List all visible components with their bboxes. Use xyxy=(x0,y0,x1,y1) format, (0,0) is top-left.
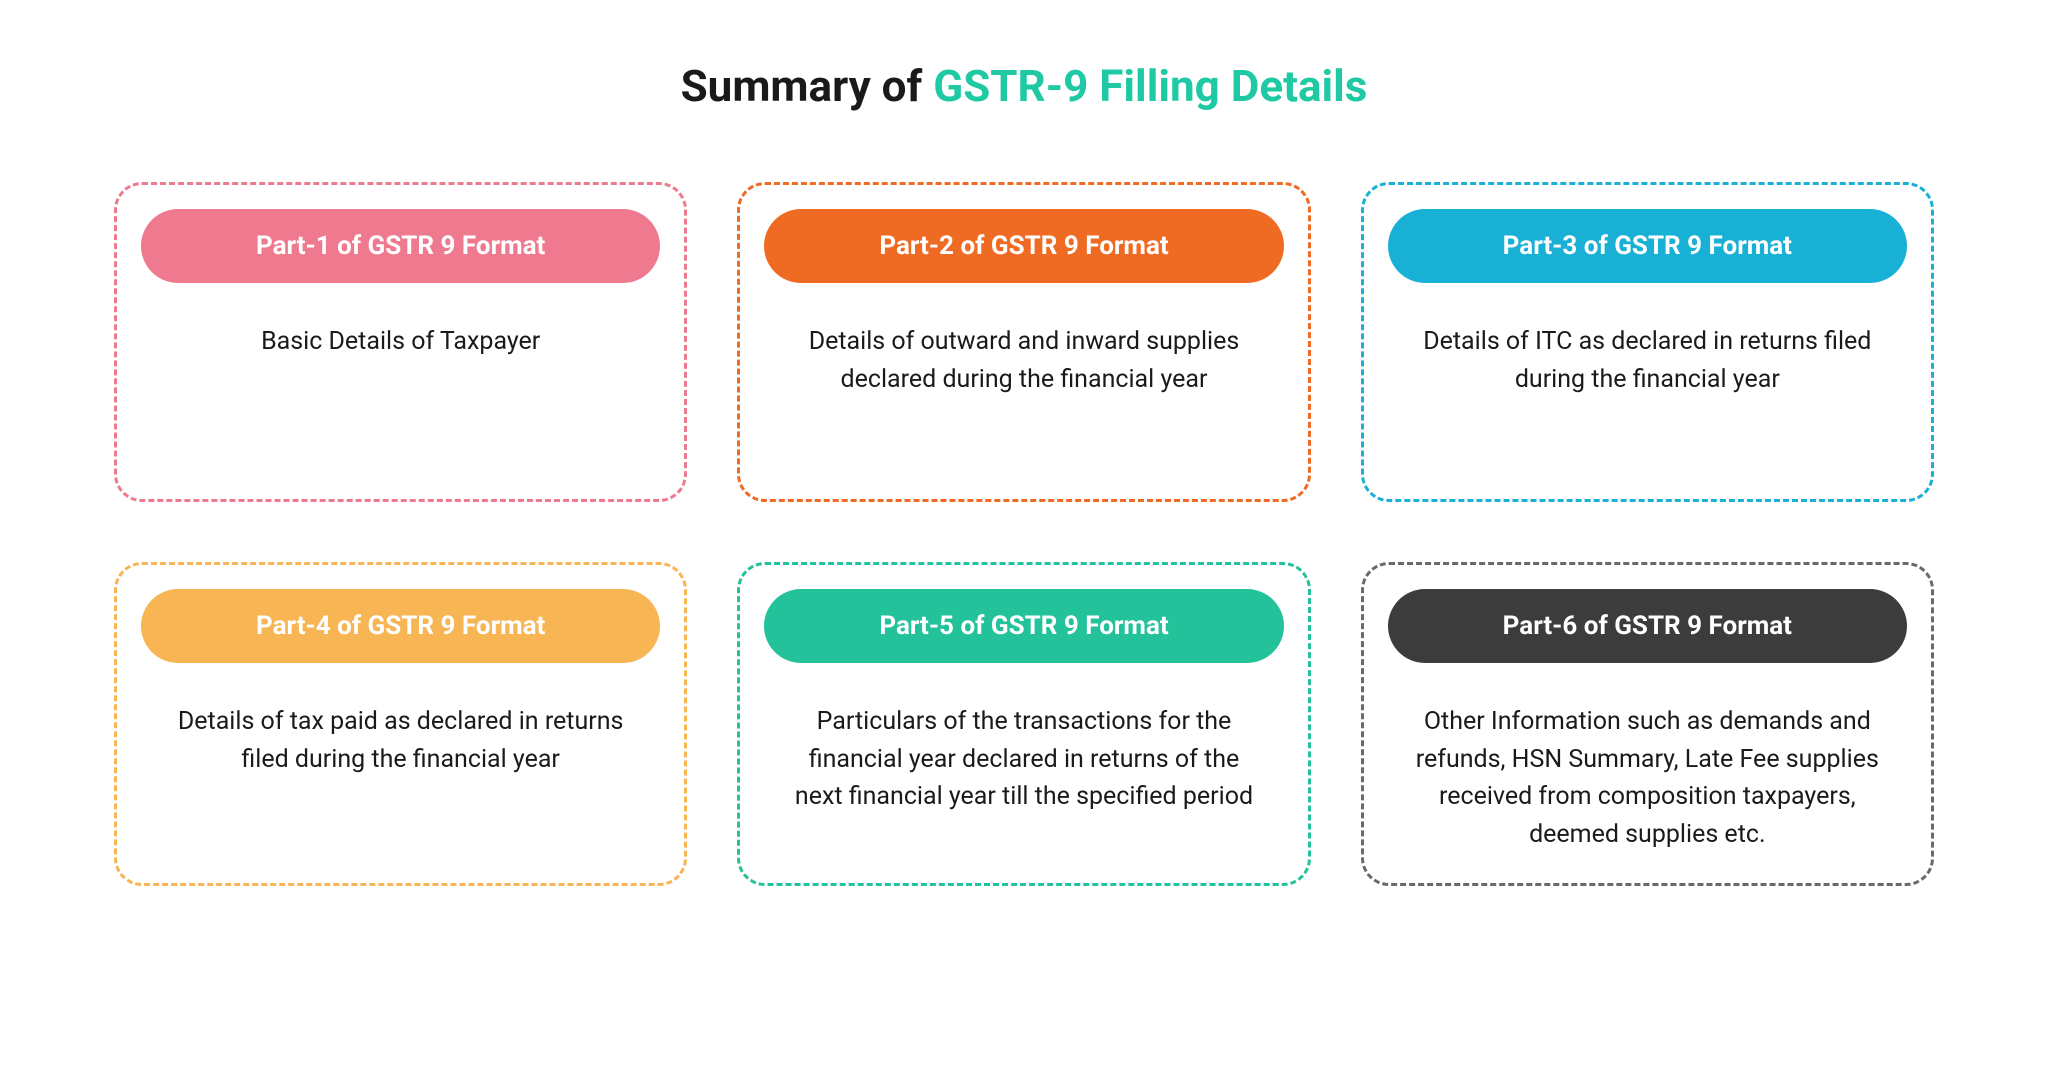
card-header: Part-1 of GSTR 9 Format xyxy=(141,209,660,283)
title-prefix: Summary of xyxy=(681,60,934,112)
page-title: Summary of GSTR-9 Filling Details xyxy=(100,60,1948,112)
card-header: Part-4 of GSTR 9 Format xyxy=(141,589,660,663)
card-header: Part-5 of GSTR 9 Format xyxy=(764,589,1283,663)
card-description: Basic Details of Taxpayer xyxy=(141,323,660,361)
card-description: Details of outward and inward supplies d… xyxy=(764,323,1283,398)
card-part-5: Part-5 of GSTR 9 Format Particulars of t… xyxy=(737,562,1310,886)
card-part-3: Part-3 of GSTR 9 Format Details of ITC a… xyxy=(1361,182,1934,502)
card-description: Details of tax paid as declared in retur… xyxy=(141,703,660,778)
card-header: Part-6 of GSTR 9 Format xyxy=(1388,589,1907,663)
card-description: Other Information such as demands and re… xyxy=(1388,703,1907,853)
card-description: Particulars of the transactions for the … xyxy=(764,703,1283,816)
card-part-4: Part-4 of GSTR 9 Format Details of tax p… xyxy=(114,562,687,886)
card-part-6: Part-6 of GSTR 9 Format Other Informatio… xyxy=(1361,562,1934,886)
card-part-1: Part-1 of GSTR 9 Format Basic Details of… xyxy=(114,182,687,502)
card-header: Part-3 of GSTR 9 Format xyxy=(1388,209,1907,283)
card-part-2: Part-2 of GSTR 9 Format Details of outwa… xyxy=(737,182,1310,502)
card-description: Details of ITC as declared in returns fi… xyxy=(1388,323,1907,398)
cards-grid: Part-1 of GSTR 9 Format Basic Details of… xyxy=(114,182,1934,886)
card-header: Part-2 of GSTR 9 Format xyxy=(764,209,1283,283)
title-accent: GSTR-9 Filling Details xyxy=(933,60,1367,112)
